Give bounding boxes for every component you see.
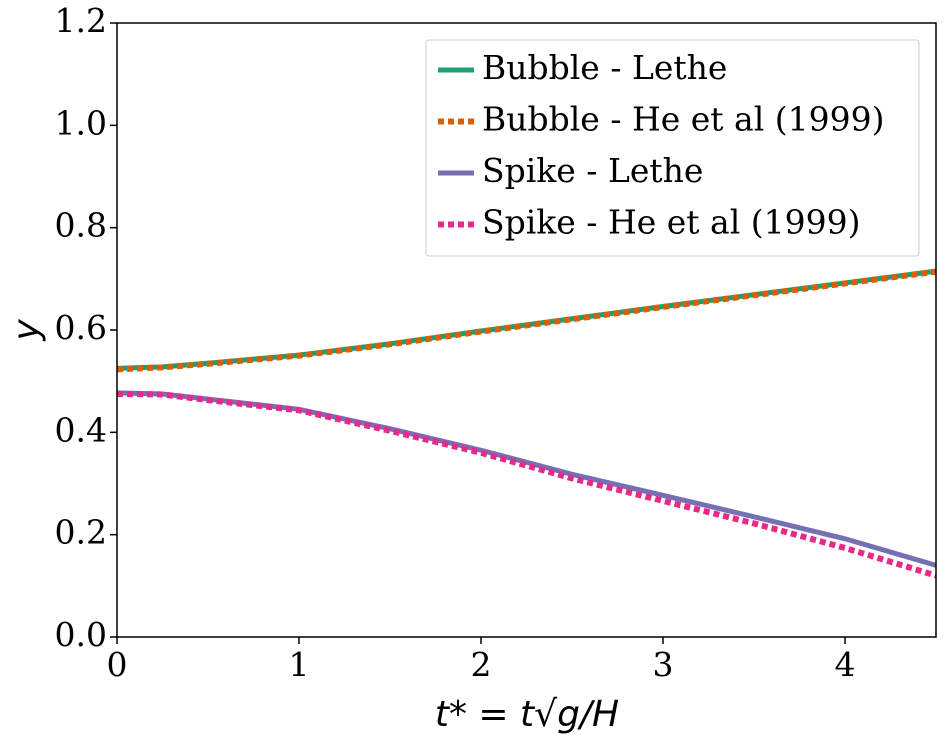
y-tick-label: 0.4	[55, 410, 107, 449]
x-tick-label: 0	[107, 645, 128, 684]
legend-label: Spike - He et al (1999)	[482, 203, 860, 242]
legend-label: Bubble - He et al (1999)	[482, 100, 885, 139]
y-tick-label: 0.2	[55, 513, 107, 552]
x-tick-label: 2	[471, 645, 492, 684]
x-axis-label: t* = t√g/H	[435, 694, 619, 735]
y-tick-label: 1.2	[55, 1, 107, 40]
y-axis-label: y	[6, 319, 47, 342]
x-tick-label: 4	[835, 645, 856, 684]
y-tick-label: 1.0	[55, 103, 107, 142]
y-tick-label: 0.8	[55, 206, 107, 245]
x-tick-label: 1	[289, 645, 310, 684]
x-tick-label: 3	[653, 645, 674, 684]
legend-label: Bubble - Lethe	[482, 48, 727, 87]
legend-label: Spike - Lethe	[482, 151, 703, 190]
series-line	[117, 390, 936, 579]
plot-frame	[116, 22, 937, 638]
y-tick-label: 0.6	[55, 308, 107, 347]
legend-box	[425, 39, 920, 257]
y-tick-label: 0.0	[55, 615, 107, 654]
series-line	[117, 268, 936, 373]
